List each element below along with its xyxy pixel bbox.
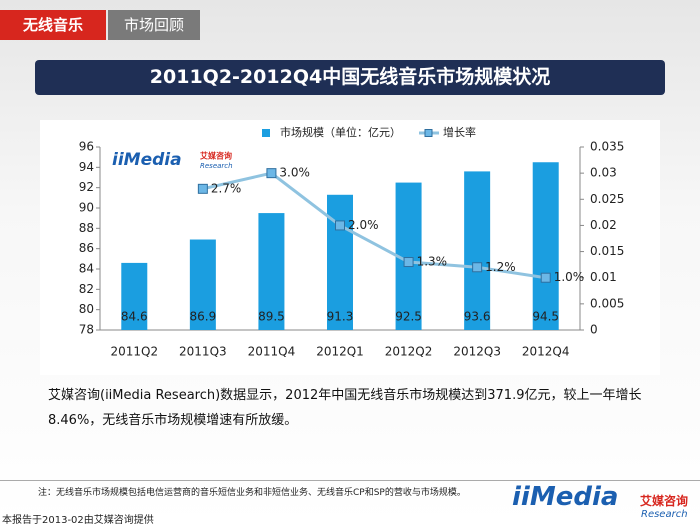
x-tick-label: 2012Q4	[522, 345, 570, 359]
x-tick-label: 2012Q2	[385, 345, 433, 359]
legend-marker	[424, 129, 433, 137]
line-value-label: 1.2%	[485, 260, 515, 274]
bar-value-label: 93.6	[464, 310, 491, 324]
x-tick-label: 2012Q3	[453, 345, 501, 359]
y2-tick-label: 0.01	[590, 270, 617, 284]
note: 注：无线音乐市场规模包括电信运营商的音乐短信业务和非短信业务、无线音乐CP和SP…	[38, 488, 466, 498]
legend-label: 增长率	[443, 125, 476, 139]
line-value-label: 2.0%	[348, 218, 379, 232]
line-value-label: 3.0%	[279, 166, 310, 180]
line-marker	[472, 262, 483, 273]
line-value-label: 2.7%	[211, 181, 242, 195]
chart-title: 2011Q2-2012Q4中国无线音乐市场规模状况	[35, 60, 665, 95]
line-marker	[266, 168, 277, 179]
bar	[532, 162, 559, 330]
logo-cn: 艾媒咨询	[200, 151, 232, 161]
y-tick-label: 78	[79, 323, 94, 337]
y2-tick-label: 0.025	[590, 192, 624, 206]
description: 艾媒咨询(iiMedia Research)数据显示，2012年中国无线音乐市场…	[48, 388, 642, 428]
bar-value-label: 91.3	[327, 310, 354, 324]
legend-swatch	[262, 129, 270, 137]
source: 本报告于2013-02由艾媒咨询提供	[2, 515, 154, 525]
y-tick-label: 90	[79, 201, 94, 215]
y2-tick-label: 0.02	[590, 218, 617, 232]
y2-tick-label: 0.005	[590, 296, 624, 310]
y-tick-label: 94	[79, 160, 94, 174]
chart: iiMedia 艾媒咨询 Research 78 80 82 84 86 88 90 92 94…	[78, 125, 625, 359]
line-marker	[335, 220, 345, 231]
bar-value-label: 84.6	[121, 310, 148, 324]
x-tick-label: 2011Q4	[248, 345, 296, 359]
bar	[121, 262, 148, 330]
line	[202, 171, 546, 280]
y-tick-label: 86	[79, 241, 94, 255]
y-tick-label: 80	[79, 302, 94, 316]
y2-tick-label: 0	[590, 323, 598, 337]
y-tick-label: 92	[79, 180, 94, 194]
separator	[0, 480, 700, 481]
y-tick-label: 84	[79, 262, 94, 276]
line-marker	[540, 272, 551, 283]
y2-tick-label: 0.035	[590, 140, 624, 154]
line-value-label: 1.0%	[554, 270, 585, 284]
legend-label: 市场规模（单位：亿元）	[280, 125, 401, 139]
line-value-label: 1.3%	[417, 255, 448, 269]
y2-tick-label: 0.015	[590, 244, 624, 258]
bar-value-label: 86.9	[189, 310, 216, 324]
footer-logo-brand: iiMedia	[512, 482, 619, 512]
y-tick-label: 88	[79, 221, 94, 235]
footer-logo-cn: 艾媒咨询	[640, 494, 689, 508]
x-tick-label: 2011Q3	[179, 345, 227, 359]
y-tick-label: 96	[79, 140, 94, 154]
bar-value-label: 92.5	[395, 310, 422, 324]
bar	[464, 171, 491, 330]
header-section: 市场回顾	[108, 10, 200, 40]
bar-value-label: 94.5	[532, 310, 559, 324]
footer-logo-en: Research	[641, 509, 688, 520]
line-marker	[197, 183, 208, 194]
x-tick-label: 2011Q2	[110, 345, 158, 359]
y-tick-label: 82	[79, 282, 94, 296]
bar-value-label: 89.5	[258, 310, 285, 324]
y2-tick-label: 0.03	[590, 166, 617, 180]
logo-en: Research	[200, 162, 233, 170]
header-tag: 无线音乐	[0, 10, 106, 40]
x-tick-label: 2012Q1	[316, 345, 364, 359]
bar	[189, 239, 216, 330]
line-marker	[403, 257, 414, 268]
bar	[258, 213, 285, 330]
logo-brand: iiMedia	[112, 150, 182, 170]
